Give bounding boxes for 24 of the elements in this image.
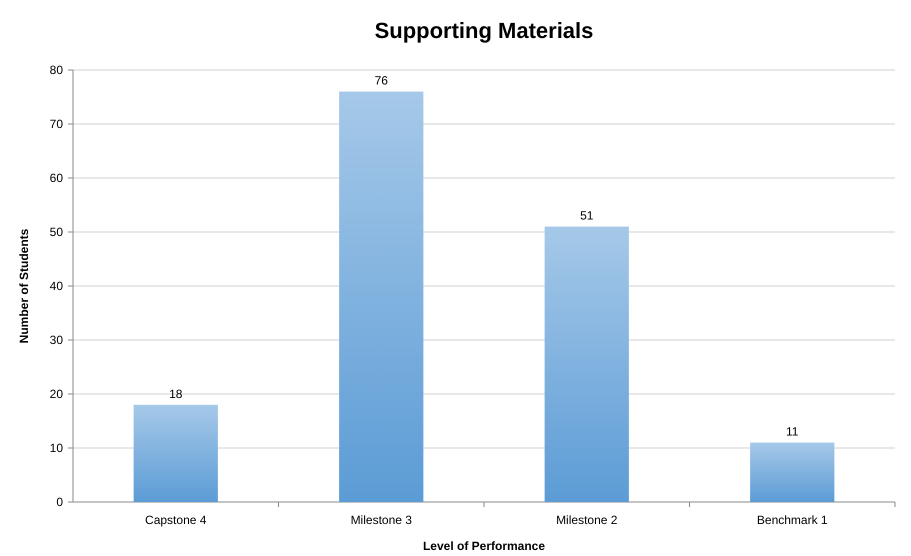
x-tick-label: Benchmark 1	[756, 513, 828, 527]
y-tick-label: 30	[50, 333, 64, 348]
bar	[134, 404, 218, 502]
bar	[750, 442, 834, 502]
data-label: 76	[374, 74, 388, 88]
y-tick-label: 40	[50, 279, 64, 294]
y-tick-label: 0	[56, 495, 64, 510]
y-tick-label: 10	[50, 441, 64, 456]
x-axis-title: Level of Performance	[422, 539, 546, 553]
x-tick-label: Milestone 3	[350, 513, 412, 527]
y-tick-label: 70	[50, 117, 64, 132]
data-label: 51	[580, 208, 594, 223]
y-tick-label: 80	[50, 63, 64, 78]
bar	[339, 92, 424, 502]
y-tick-label: 20	[50, 387, 64, 402]
chart-title: Supporting Materials	[374, 18, 594, 43]
data-label: 11	[786, 424, 799, 439]
data-label: 18	[169, 386, 183, 401]
y-tick-label: 60	[50, 171, 64, 186]
x-tick-label: Capstone 4	[145, 513, 207, 527]
bar	[544, 226, 629, 502]
y-tick-label: 50	[50, 225, 64, 240]
x-tick-label: Milestone 2	[556, 513, 618, 527]
y-axis-title: Number of Students	[17, 228, 31, 344]
